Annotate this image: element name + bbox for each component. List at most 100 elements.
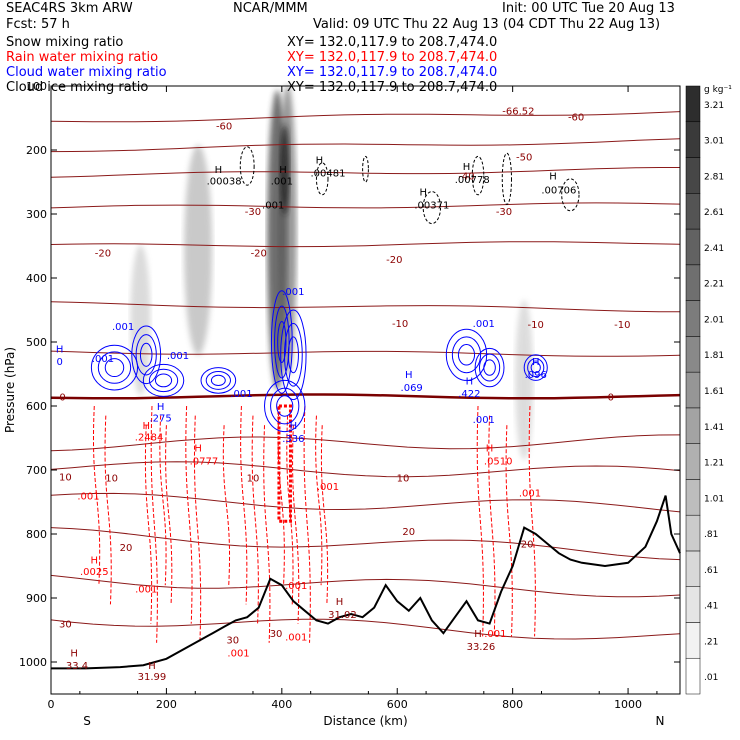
rain-contour-5: [165, 425, 173, 605]
colorbar-label-8: 1.61: [704, 387, 724, 397]
axes: 0 200 400 600 800 100010020030040050060070080…: [3, 80, 681, 728]
ice-contour-1: [315, 162, 329, 196]
colorbar-unit: g kg⁻¹: [704, 85, 732, 95]
contour-label-27: .00778: [455, 175, 490, 186]
isotherm-2: [50, 167, 680, 178]
y-tick-label-6: 700: [26, 464, 47, 477]
plot-frame: [50, 85, 681, 695]
colorbar-label-7: 1.41: [704, 423, 724, 433]
field-xy-cloud-ice: XY= 132.0,117.9 to 208.7,474.0: [287, 80, 498, 95]
contour-label-7: .001: [473, 319, 495, 330]
isotherm-label-4: -40: [458, 172, 474, 183]
snow-plume-5: [515, 300, 534, 460]
contour-label-47: .001: [227, 648, 249, 659]
rain-contour-13: [286, 415, 294, 605]
x-tick-label-0: 0: [48, 698, 55, 711]
contour-label-9: H: [405, 370, 413, 381]
isotherm-label-20: 20: [402, 527, 415, 538]
contour-label-31: .00706: [541, 186, 576, 197]
contour-label-30: H: [549, 172, 557, 183]
field-name-cloud-ice: Cloud ice mixing ratio: [6, 80, 149, 95]
y-tick-label-2: 300: [26, 208, 47, 221]
colorbar-segment-11: [685, 264, 701, 301]
contour-label-44: .001: [285, 632, 307, 643]
cloud-contour-7-2: [457, 344, 476, 366]
isotherm-label-22: 30: [59, 620, 72, 631]
contour-label-26: H: [463, 162, 471, 173]
contour-label-55: 31.99: [138, 672, 167, 683]
cloud-contour-5-2: [287, 336, 299, 374]
contour-label-54: H: [148, 661, 156, 672]
contour-label-21: H: [279, 165, 287, 176]
contour-label-10: .069: [401, 383, 423, 394]
valid-time: Valid: 09 UTC Thu 22 Aug 13 (04 CDT Thu …: [313, 17, 661, 32]
isotherm-11: [50, 527, 681, 561]
contour-label-24: H: [316, 156, 324, 167]
colorbar-label-13: 2.61: [704, 208, 724, 218]
contour-label-8: .001: [473, 415, 495, 426]
colorbar-label-5: 1.01: [704, 494, 724, 504]
isotherm-label-12: -10: [614, 320, 630, 331]
isotherm-label-11: -10: [528, 320, 544, 331]
colorbar-segment-12: [685, 228, 701, 266]
contour-label-33: .2484: [135, 433, 164, 444]
colorbar-label-14: 2.81: [704, 172, 724, 182]
isotherm-label-7: -20: [95, 248, 111, 259]
isotherm-label-19: 20: [120, 543, 133, 554]
contour-label-22: .001: [271, 177, 293, 188]
isotherm-1: [50, 138, 681, 153]
isotherm-10: [50, 492, 681, 513]
colorbar-label-12: 2.41: [704, 244, 724, 254]
isotherm-5: [50, 301, 681, 313]
contour-label-12: .422: [458, 389, 480, 400]
model-title: SEAC4RS 3km ARW: [6, 1, 133, 16]
colorbar-segment-16: [685, 85, 701, 123]
colorbar-segment-3: [685, 550, 701, 587]
direction-label-right: N: [656, 714, 665, 728]
field-name-rain: Rain water mixing ratio: [6, 50, 159, 65]
field-xy-snow: XY= 132.0,117.9 to 208.7,474.0: [287, 35, 498, 50]
rain-contour-8: [222, 425, 231, 586]
contour-label-42: .001: [317, 482, 339, 493]
rain-contour-15: [303, 405, 311, 643]
forecast-hour: Fcst: 57 h: [6, 17, 70, 32]
cloud-contour-5-0: [280, 309, 307, 401]
contour-label-1: 0: [56, 357, 62, 368]
cloud-contour-6-1: [270, 387, 300, 425]
rain-contour-0: [92, 405, 101, 586]
contour-label-5: .001: [230, 389, 252, 400]
contour-label-19: H: [215, 165, 223, 176]
x-tick-label-2: 400: [271, 698, 292, 711]
init-time: Init: 00 UTC Tue 20 Aug 13: [502, 1, 675, 16]
rain-contour-12: [277, 405, 285, 586]
isotherm-4: [50, 241, 681, 248]
contour-label-29: .00371: [414, 200, 449, 211]
isotherm-12: [50, 574, 681, 598]
cloud-contour-4-1: [274, 305, 290, 379]
rain-contour-10: [251, 415, 259, 624]
contour-label-20: .00038: [207, 177, 242, 188]
cloud-ice-contours: [239, 146, 580, 225]
rain-contour-2: [144, 425, 153, 624]
rain-contour-3: [150, 405, 158, 643]
contour-labels: -66.52 -60 -60 -50 -40 -30 -30 -20 -20 -20 -10 -10 -…: [56, 106, 631, 683]
contour-label-2: .001: [92, 354, 114, 365]
contour-label-25: .00481: [310, 168, 345, 179]
colorbar-segment-10: [685, 300, 701, 337]
y-tick-label-3: 400: [26, 272, 47, 285]
cloud-contour-8-1: [478, 353, 501, 382]
contour-label-51: 33.26: [467, 642, 496, 653]
contour-label-28: H: [419, 188, 427, 199]
center-name: NCAR/MMM: [233, 1, 308, 16]
colorbar-label-1: .21: [704, 637, 718, 647]
rain-contour-4: [159, 415, 167, 586]
colorbar-label-6: 1.21: [704, 459, 724, 469]
contour-label-50: H: [474, 629, 482, 640]
colorbar-label-9: 1.81: [704, 351, 724, 361]
ice-contour-3: [471, 155, 485, 196]
cloud-contour-6-0: [264, 379, 306, 433]
rain-contour-18: [476, 405, 484, 637]
cloud-contour-6-2: [276, 395, 294, 417]
contour-label-41: .001: [135, 584, 157, 595]
contour-label-4: .001: [167, 351, 189, 362]
